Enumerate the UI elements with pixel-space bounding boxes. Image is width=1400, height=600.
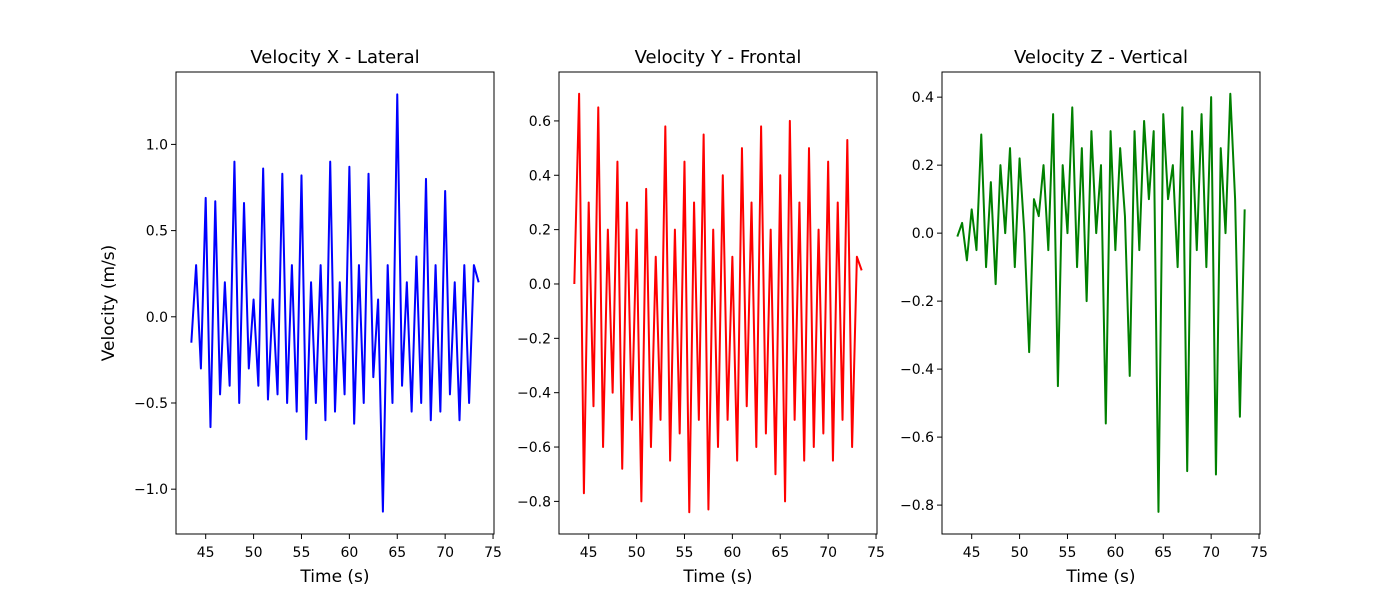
y-tick-label: 0.6 — [529, 114, 551, 130]
x-tick-label: 60 — [723, 545, 741, 561]
y-tick-label: 0.2 — [529, 223, 551, 239]
x-axis-label: Time (s) — [682, 567, 752, 587]
x-tick-label: 60 — [1106, 545, 1124, 561]
x-tick-label: 70 — [1202, 545, 1220, 561]
y-tick-label: 1.0 — [146, 137, 168, 153]
y-tick-label: −0.6 — [900, 430, 934, 446]
x-tick-label: 55 — [1059, 545, 1077, 561]
chart-title: Velocity Z - Vertical — [1014, 47, 1188, 68]
axes-frame — [175, 71, 495, 535]
x-axis-label: Time (s) — [299, 567, 369, 587]
chart-title: Velocity Y - Frontal — [635, 47, 802, 68]
axes-frame — [558, 71, 878, 535]
x-tick-label: 50 — [1011, 545, 1029, 561]
y-tick-label: −0.8 — [517, 494, 551, 510]
y-tick-label: −0.4 — [517, 386, 551, 402]
x-tick-label: 55 — [293, 545, 311, 561]
x-tick-label: 65 — [388, 545, 406, 561]
x-tick-label: 55 — [676, 545, 694, 561]
x-axis-label: Time (s) — [1065, 567, 1135, 587]
y-tick-label: 0.4 — [912, 90, 934, 106]
x-tick-label: 45 — [197, 545, 215, 561]
x-tick-label: 65 — [771, 545, 789, 561]
x-tick-label: 70 — [819, 545, 837, 561]
x-tick-label: 45 — [963, 545, 981, 561]
x-tick-label: 70 — [436, 545, 454, 561]
data-line — [190, 93, 480, 513]
y-tick-label: −0.2 — [517, 331, 551, 347]
x-tick-label: 45 — [580, 545, 598, 561]
y-axis-label: Velocity (m/s) — [99, 245, 119, 362]
chart-title: Velocity X - Lateral — [250, 47, 419, 68]
y-tick-label: −0.2 — [900, 294, 934, 310]
y-tick-label: 0.2 — [912, 158, 934, 174]
y-tick-label: −0.4 — [900, 362, 934, 378]
x-tick-label: 75 — [867, 545, 885, 561]
y-tick-label: 0.0 — [912, 226, 934, 242]
x-tick-label: 50 — [628, 545, 646, 561]
axes-frame — [941, 71, 1261, 535]
x-tick-label: 65 — [1154, 545, 1172, 561]
data-line — [956, 92, 1246, 513]
y-tick-label: −0.6 — [517, 440, 551, 456]
x-tick-label: 60 — [340, 545, 358, 561]
y-tick-label: 0.0 — [146, 310, 168, 326]
y-tick-label: 0.5 — [146, 224, 168, 240]
x-tick-label: 75 — [484, 545, 502, 561]
x-tick-label: 75 — [1250, 545, 1268, 561]
y-tick-label: −0.8 — [900, 498, 934, 514]
y-tick-label: −0.5 — [134, 396, 168, 412]
data-line — [573, 92, 863, 514]
x-tick-label: 50 — [245, 545, 263, 561]
y-tick-label: −1.0 — [134, 482, 168, 498]
y-tick-label: 0.0 — [529, 277, 551, 293]
y-tick-label: 0.4 — [529, 168, 551, 184]
